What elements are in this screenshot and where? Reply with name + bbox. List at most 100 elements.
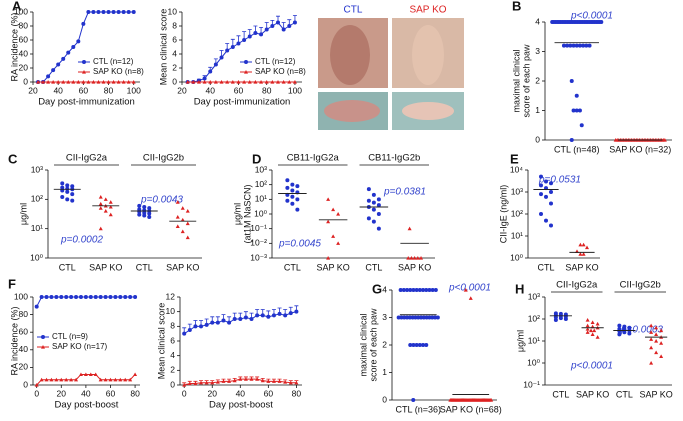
data-point — [247, 80, 252, 84]
x-tick-label: CTL (n=36) — [396, 404, 441, 414]
data-point — [571, 43, 576, 48]
data-point — [417, 288, 422, 292]
legend-label: CTL (n=12) — [93, 57, 134, 66]
data-point — [654, 332, 659, 336]
data-point — [98, 201, 103, 206]
y-tick-label: 0 — [170, 379, 175, 389]
data-point — [202, 80, 207, 84]
y-tick-label: 10⁻¹ — [523, 379, 540, 389]
data-point — [366, 198, 371, 203]
data-point — [287, 24, 292, 28]
data-point — [281, 80, 286, 84]
x-tick-label: CTL — [59, 262, 76, 272]
y-tick-label: 80 — [19, 309, 29, 319]
photo-label: CTL — [344, 5, 363, 16]
data-point — [371, 192, 376, 197]
data-point — [238, 317, 243, 321]
y-axis-label: CII-IgE (ng/ml) — [498, 185, 508, 244]
data-point — [571, 108, 576, 113]
data-point — [66, 80, 71, 84]
x-tick-label: 60 — [79, 85, 89, 95]
y-tick-label: 2 — [382, 339, 387, 349]
data-point — [590, 320, 595, 325]
data-point — [414, 343, 419, 347]
data-point — [108, 200, 113, 204]
y-tick-label: 10³ — [528, 291, 540, 301]
data-point — [247, 34, 252, 39]
group-title: CB11-IgG2b — [368, 153, 420, 164]
data-point — [371, 200, 376, 205]
x-tick-label: 20 — [57, 388, 67, 398]
data-point — [70, 184, 75, 189]
data-point — [376, 197, 381, 202]
x-tick-label: SAP KO (n=68) — [440, 404, 502, 414]
data-point — [290, 194, 295, 199]
data-point — [196, 80, 201, 84]
data-point — [430, 288, 435, 292]
data-point — [60, 181, 65, 186]
data-point — [76, 39, 81, 44]
data-point — [86, 80, 91, 84]
data-point — [413, 315, 418, 320]
data-point — [649, 323, 654, 328]
y-tick-label: 4 — [382, 284, 387, 294]
data-point — [34, 383, 39, 387]
data-point — [210, 320, 215, 325]
data-point — [326, 197, 331, 201]
data-point — [558, 316, 563, 321]
x-tick-label: 0 — [34, 388, 39, 398]
data-point — [81, 80, 86, 84]
p-value: p=0.0002 — [60, 235, 103, 246]
data-point — [561, 43, 566, 48]
data-point — [659, 328, 664, 333]
data-point — [271, 379, 276, 383]
x-tick-label: 40 — [81, 388, 91, 398]
data-point — [489, 398, 494, 402]
legend-marker — [244, 60, 248, 64]
data-point — [292, 20, 297, 25]
p-value: p<0.0001 — [570, 361, 613, 372]
data-point — [549, 181, 553, 186]
y-tick-label: 10⁰ — [30, 252, 43, 262]
data-point — [405, 315, 410, 320]
data-point — [69, 295, 74, 299]
data-point — [281, 27, 286, 32]
data-point — [123, 295, 128, 299]
data-point — [544, 194, 548, 199]
data-point — [266, 379, 271, 383]
x-tick-label: 20 — [28, 85, 38, 95]
data-point — [266, 314, 271, 319]
data-point — [65, 197, 70, 202]
data-point — [193, 381, 198, 386]
data-point — [294, 309, 299, 314]
x-tick-label: 60 — [264, 388, 274, 398]
data-point — [539, 192, 543, 197]
data-point — [175, 200, 180, 204]
x-tick-label: CTL — [365, 262, 382, 272]
y-tick-label: 2 — [172, 62, 177, 72]
data-point — [574, 43, 579, 48]
data-point — [111, 10, 116, 14]
data-point — [182, 331, 187, 336]
x-tick-label: SAP KO — [89, 262, 122, 272]
data-point — [285, 185, 290, 190]
data-point — [98, 377, 103, 382]
y-tick-label: 10² — [255, 179, 267, 189]
y-tick-label: 60 — [19, 326, 29, 336]
data-point — [249, 317, 254, 321]
data-point — [96, 80, 101, 84]
data-point — [544, 218, 548, 223]
data-point — [59, 295, 64, 299]
data-point — [227, 320, 232, 325]
data-point — [290, 188, 295, 193]
x-tick-label: SAP KO — [639, 389, 672, 399]
data-point — [271, 313, 276, 318]
data-point — [88, 295, 93, 299]
data-point — [463, 288, 468, 292]
data-point — [579, 123, 584, 128]
data-point — [78, 372, 83, 377]
data-point — [617, 323, 622, 328]
y-axis-label: score of each paw — [521, 44, 531, 118]
